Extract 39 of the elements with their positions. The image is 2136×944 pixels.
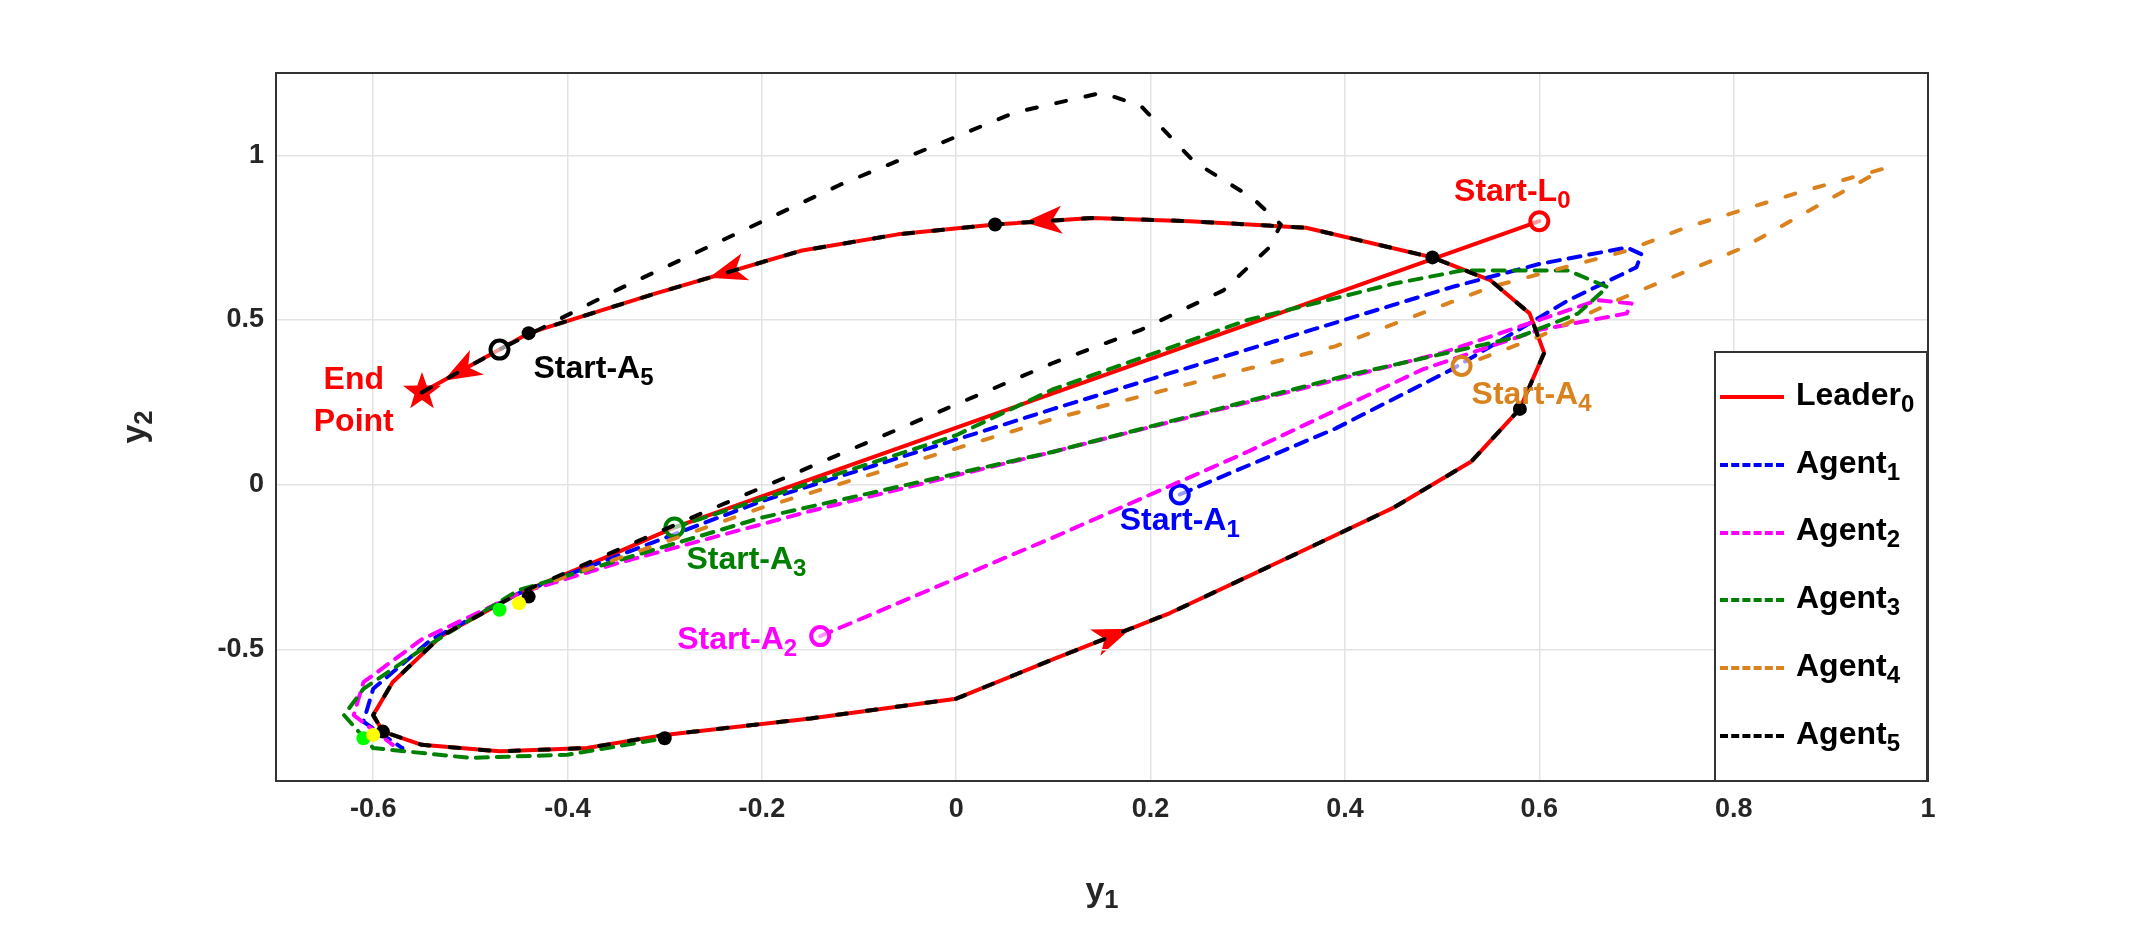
annotation: End Point [312, 359, 395, 441]
annotation: Start-A$_{5}$ [533, 348, 654, 391]
point [511, 596, 526, 611]
point [1425, 250, 1440, 265]
x-tick-label: 0.8 [1714, 792, 1753, 823]
x-tick-label: 0.2 [1131, 792, 1170, 823]
x-tick-label: 0.6 [1520, 792, 1559, 823]
point [488, 338, 511, 361]
point [809, 625, 832, 648]
point [988, 217, 1003, 232]
point [492, 602, 507, 617]
x-tick-label: -0.6 [349, 792, 397, 823]
point [657, 731, 672, 746]
annotation: Start-A$_{3}$ [686, 540, 807, 583]
point [521, 589, 536, 604]
point [1168, 483, 1191, 506]
x-tick-label: -0.4 [544, 792, 591, 823]
point [366, 727, 381, 742]
legend-label: Leader$_{0}$ [1796, 375, 1915, 419]
x-tick-label: -0.2 [738, 792, 786, 823]
legend-label: Agent$_{2}$ [1796, 511, 1901, 554]
y-tick-label: -0.5 [217, 632, 264, 663]
x-tick-label: 0.4 [1326, 792, 1364, 823]
y-tick-label: 0 [248, 468, 264, 499]
point [1450, 355, 1473, 378]
annotation: Start-A$_{1}$ [1119, 500, 1240, 543]
annotation: Start-A$_{2}$ [677, 619, 798, 663]
legend-label: Agent$_{5}$ [1796, 714, 1901, 758]
legend-label: Agent$_{3}$ [1796, 579, 1901, 622]
point [521, 326, 536, 341]
legend-label: Agent$_{4}$ [1796, 647, 1901, 690]
y-tick-label: 1 [248, 138, 264, 169]
point [1528, 210, 1551, 233]
y-tick-label: 0.5 [226, 303, 264, 334]
legend-label: Agent$_{1}$ [1796, 443, 1901, 486]
x-axis-title: y$_{1}$ [1085, 869, 1119, 915]
annotation: Start-L$_{0}$ [1454, 171, 1571, 215]
x-tick-label: 0 [948, 792, 964, 823]
x-tick-label: 1 [1920, 792, 1936, 823]
